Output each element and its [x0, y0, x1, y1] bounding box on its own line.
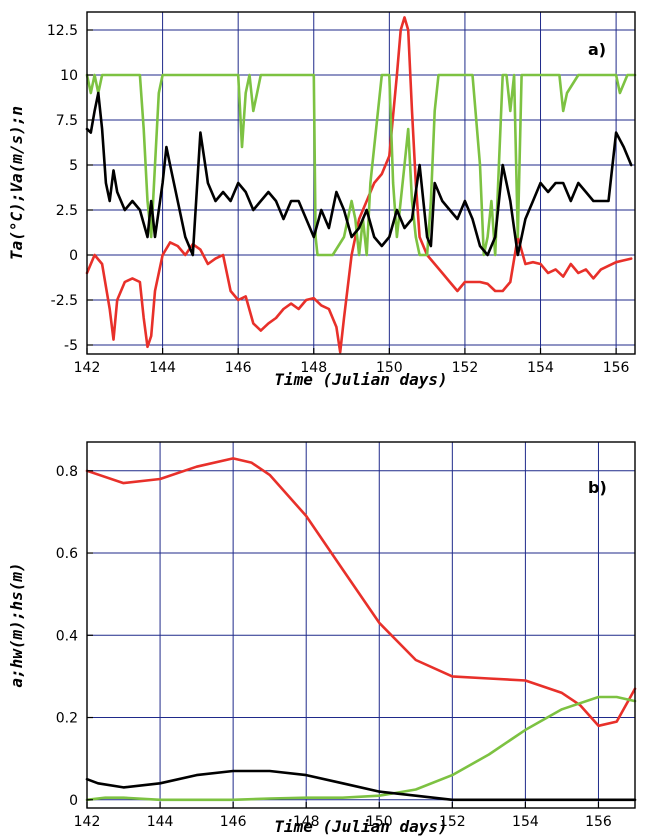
chart-panel-b: 142 144 146 148 150 152 154 156 0 0.2 0.4 0.6 0.8 Tim… — [7, 441, 637, 836]
x-tick-label: 146 — [225, 360, 252, 376]
y-tick-label: 7.5 — [56, 113, 78, 129]
y-tick-label: 10 — [60, 68, 78, 84]
y-tick-label: -2.5 — [51, 293, 78, 309]
y-tick-label: 12.5 — [47, 23, 78, 39]
y-axis-label: a;hw(m);hs(m) — [7, 562, 26, 687]
chart-panel-a: 142 144 146 148 150 152 154 156 -5 -2.5 0 2.5 5 7.5 10… — [7, 11, 637, 389]
y-tick-label: 5 — [69, 158, 78, 174]
series-line-2 — [85, 73, 637, 257]
x-tick-label: 150 — [376, 360, 403, 376]
x-tick-label: 156 — [585, 814, 612, 830]
y-axis-label: Ta(°C);Va(m/s);n — [7, 106, 26, 260]
panel-label: a) — [588, 40, 606, 59]
y-tick-label: 0 — [69, 793, 78, 809]
plot-frame — [86, 441, 636, 809]
y-tick-label: 2.5 — [56, 203, 78, 219]
x-tick-label: 148 — [300, 360, 327, 376]
x-tick-label: 142 — [74, 360, 101, 376]
series-line-1 — [85, 457, 637, 728]
panel-label: b) — [588, 478, 607, 497]
x-tick-label: 146 — [220, 814, 247, 830]
x-tick-label: 148 — [293, 814, 320, 830]
y-tick-label: -5 — [64, 338, 78, 354]
x-tick-label: 144 — [149, 360, 176, 376]
x-axis-label: Time (Julian days) — [274, 817, 447, 836]
x-tick-label: 152 — [452, 360, 479, 376]
x-tick-label: 156 — [603, 360, 630, 376]
x-tick-label: 150 — [366, 814, 393, 830]
y-tick-label: 0.6 — [56, 546, 78, 562]
x-tick-label: 152 — [439, 814, 466, 830]
x-tick-label: 154 — [512, 814, 539, 830]
x-axis-label: Time (Julian days) — [274, 370, 447, 389]
x-tick-label: 144 — [147, 814, 174, 830]
y-tick-label: 0 — [69, 248, 78, 264]
x-tick-label: 142 — [74, 814, 101, 830]
series-line-2 — [85, 695, 637, 802]
series-line-3 — [85, 769, 637, 802]
y-tick-label: 0.2 — [56, 711, 78, 727]
x-tick-label: 154 — [527, 360, 554, 376]
plot-frame — [86, 11, 636, 355]
y-tick-label: 0.8 — [56, 464, 78, 480]
series-line-1 — [85, 16, 633, 354]
series-line-3 — [85, 91, 633, 257]
y-tick-label: 0.4 — [56, 628, 78, 644]
